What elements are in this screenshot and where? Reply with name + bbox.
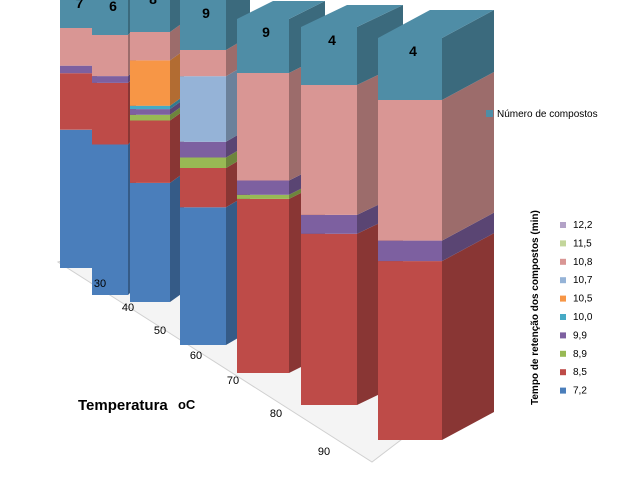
count-block-80 bbox=[301, 27, 357, 85]
count-label-30: 7 bbox=[76, 0, 84, 11]
bar-segment-10-5-50 bbox=[130, 60, 170, 106]
count-block-30 bbox=[60, 0, 93, 28]
x-axis-unit: oC bbox=[178, 397, 196, 412]
bar-segment-9-9-80 bbox=[301, 214, 357, 234]
legend-label-10-7: 10,7 bbox=[573, 275, 593, 286]
legend-swatch-10-7 bbox=[560, 277, 566, 284]
x-tick-90: 90 bbox=[318, 446, 330, 458]
legend-swatch-7-2 bbox=[560, 387, 566, 394]
legend-label-10-5: 10,5 bbox=[573, 294, 593, 305]
count-block-70 bbox=[237, 19, 289, 73]
bar-segment-9-9-30 bbox=[60, 65, 93, 74]
bar-segment-side-10-8-90 bbox=[442, 72, 494, 241]
legend-swatch-9-9 bbox=[560, 332, 566, 339]
legend-label-count: Número de compostos bbox=[497, 109, 598, 120]
bar-segment-8-5-50 bbox=[130, 120, 170, 183]
legend-swatch-10-0 bbox=[560, 314, 566, 320]
bar-segment-9-9-40 bbox=[92, 76, 128, 83]
legend-retention-times: 12,2 11,5 10,8 10,7 10,5 10,0 9,9 8,9 8,5 7,2 bbox=[560, 220, 593, 397]
legend-swatch-11-5 bbox=[560, 240, 566, 247]
count-block-60 bbox=[180, 0, 226, 50]
count-block-side-90 bbox=[442, 10, 494, 100]
legend-title: Tempo de retenção dos compostos (min) bbox=[530, 210, 541, 405]
bar-segment-7-2-40 bbox=[92, 144, 128, 295]
bar-segment-10-0-50 bbox=[130, 105, 170, 110]
bar-segment-8-9-70 bbox=[237, 194, 289, 199]
legend-swatch-10-5 bbox=[560, 295, 566, 302]
bar-segment-8-9-60 bbox=[180, 157, 226, 168]
count-block-90 bbox=[378, 38, 442, 100]
x-tick-50: 50 bbox=[154, 325, 166, 337]
bar-segment-9-9-90 bbox=[378, 240, 442, 262]
bar-segment-7-2-60 bbox=[180, 207, 226, 345]
legend-label-7-2: 7,2 bbox=[573, 386, 587, 397]
count-label-80: 4 bbox=[328, 32, 336, 48]
legend-swatch-10-8 bbox=[560, 258, 566, 265]
legend-label-10-0: 10,0 bbox=[573, 312, 593, 323]
legend-count-series: Número de compostos bbox=[486, 109, 598, 120]
count-label-90: 4 bbox=[409, 43, 417, 59]
x-tick-80: 80 bbox=[270, 408, 282, 420]
count-block-top-80 bbox=[301, 5, 403, 27]
legend-label-8-9: 8,9 bbox=[573, 349, 587, 360]
legend-label-10-8: 10,8 bbox=[573, 257, 593, 268]
bar-stack-50: 8 bbox=[130, 0, 184, 302]
count-label-40: 6 bbox=[109, 0, 117, 14]
bar-segment-9-9-70 bbox=[237, 180, 289, 195]
bars-layer: 7 6 8 9 9 4 4 bbox=[60, 0, 494, 440]
bar-segment-8-5-80 bbox=[301, 233, 357, 405]
bar-segment-10-8-90 bbox=[378, 100, 442, 241]
legend-swatch-8-5 bbox=[560, 369, 566, 376]
legend-label-9-9: 9,9 bbox=[573, 330, 587, 341]
bar-segment-9-9-60 bbox=[180, 141, 226, 158]
count-block-top-90 bbox=[378, 10, 494, 38]
count-label-60: 9 bbox=[202, 5, 210, 21]
x-tick-60: 60 bbox=[190, 350, 202, 362]
legend-swatch-8-9 bbox=[560, 350, 566, 357]
bar-stack-40: 6 bbox=[92, 0, 136, 295]
legend-label-11-5: 11,5 bbox=[573, 238, 592, 249]
bar-segment-side-9-9-90 bbox=[442, 212, 494, 262]
bar-stack-30: 7 bbox=[60, 0, 97, 268]
count-block-top-70 bbox=[237, 1, 325, 19]
bar-segment-7-2-30 bbox=[60, 129, 93, 268]
legend-label-8-5: 8,5 bbox=[573, 367, 587, 378]
bar-segment-10-8-40 bbox=[92, 35, 128, 77]
bar-segment-10-8-60 bbox=[180, 50, 226, 77]
count-block-40 bbox=[92, 0, 128, 35]
bar-segment-10-8-30 bbox=[60, 28, 93, 66]
x-tick-70: 70 bbox=[227, 375, 239, 387]
bar-segment-8-5-60 bbox=[180, 168, 226, 208]
bar-segment-side-8-5-90 bbox=[442, 233, 494, 440]
bar-segment-10-8-50 bbox=[130, 32, 170, 61]
x-tick-40: 40 bbox=[122, 302, 134, 314]
x-tick-30: 30 bbox=[94, 278, 106, 290]
legend-swatch-count bbox=[486, 110, 493, 117]
legend-swatch-12-2 bbox=[560, 222, 566, 228]
bar-segment-8-5-90 bbox=[378, 261, 442, 440]
bar-segment-9-9-50 bbox=[130, 109, 170, 115]
bar-stack-90: 4 bbox=[378, 10, 494, 440]
bar-segment-10-7-60 bbox=[180, 76, 226, 142]
count-label-70: 9 bbox=[262, 24, 270, 40]
bar-segment-7-2-50 bbox=[130, 182, 170, 302]
x-axis-title: Temperatura oC bbox=[78, 397, 196, 414]
count-block-50 bbox=[130, 0, 170, 32]
bar-segment-8-5-30 bbox=[60, 73, 93, 130]
x-tick-labels: 30 40 50 60 70 80 90 bbox=[94, 278, 330, 458]
count-label-50: 8 bbox=[149, 0, 157, 7]
bar-segment-8-5-40 bbox=[92, 82, 128, 145]
bar-segment-8-5-70 bbox=[237, 198, 289, 373]
bar-segment-10-8-70 bbox=[237, 73, 289, 181]
bar-segment-8-9-50 bbox=[130, 114, 170, 121]
legend-label-12-2: 12,2 bbox=[573, 220, 593, 231]
bar-segment-10-8-80 bbox=[301, 85, 357, 215]
